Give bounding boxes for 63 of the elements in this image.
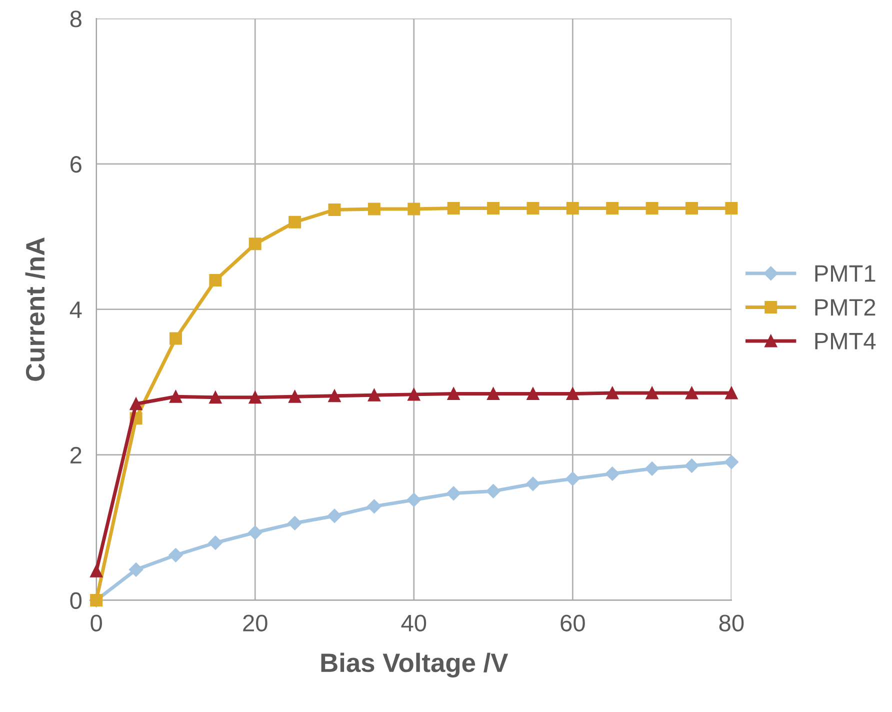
point xyxy=(606,386,619,400)
x-tick-label: 20 xyxy=(243,614,268,632)
point xyxy=(168,548,183,562)
point xyxy=(685,386,698,400)
y-tick-label: 4 xyxy=(70,302,82,318)
point xyxy=(328,203,341,216)
point xyxy=(367,499,382,514)
point xyxy=(486,484,500,498)
point xyxy=(328,390,341,402)
point xyxy=(724,454,739,470)
x-tick-label: 80 xyxy=(719,614,744,632)
x-tick-label: 0 xyxy=(90,614,102,632)
y-tick-label: 2 xyxy=(70,446,82,464)
point xyxy=(408,388,420,401)
point xyxy=(446,486,461,500)
point xyxy=(644,462,660,476)
point xyxy=(288,516,302,530)
point xyxy=(566,202,579,215)
point xyxy=(209,391,222,404)
legend-label: PMT2 xyxy=(815,298,876,316)
y-axis-title: Current /nA xyxy=(25,237,45,381)
point xyxy=(646,386,658,400)
point xyxy=(128,562,144,577)
x-tick-label: 40 xyxy=(401,614,426,632)
point xyxy=(725,386,738,400)
point xyxy=(288,390,302,403)
y-tick-label: 8 xyxy=(70,10,82,28)
point xyxy=(408,202,420,216)
point xyxy=(169,332,182,345)
x-tick-label: 60 xyxy=(560,614,585,632)
point xyxy=(368,202,380,216)
point xyxy=(209,274,222,287)
point xyxy=(288,216,302,228)
point xyxy=(248,526,262,540)
point xyxy=(248,391,262,404)
point xyxy=(685,202,698,215)
x-axis-title: Bias Voltage /V xyxy=(321,652,508,678)
point xyxy=(526,387,540,400)
point xyxy=(526,202,540,215)
point xyxy=(169,390,182,403)
point xyxy=(725,202,738,215)
point xyxy=(646,202,658,215)
point xyxy=(526,476,540,491)
point xyxy=(606,202,619,215)
point xyxy=(90,564,103,578)
point xyxy=(566,472,580,486)
legend-label: PMT1 xyxy=(815,265,876,282)
point xyxy=(487,387,500,400)
point xyxy=(447,387,460,400)
y-tick-label: 6 xyxy=(70,156,82,173)
point xyxy=(327,508,342,523)
legend-label: PMT4 xyxy=(815,333,876,350)
point xyxy=(566,387,579,400)
point xyxy=(684,458,699,473)
point xyxy=(130,398,142,410)
point xyxy=(605,466,620,481)
point xyxy=(487,202,500,215)
point xyxy=(208,536,222,550)
point xyxy=(406,492,421,507)
point xyxy=(248,238,262,250)
point xyxy=(368,388,380,402)
point xyxy=(447,202,460,215)
y-tick-label: 0 xyxy=(70,592,82,610)
